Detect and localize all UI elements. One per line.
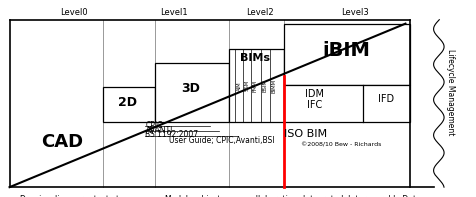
Text: CAD: CAD: [41, 133, 83, 151]
Text: Integrated, Interoperable Data: Integrated, Interoperable Data: [302, 195, 420, 197]
Text: 3D: 3D: [181, 82, 200, 95]
Text: User Guide; CPIC,Avanti,BSI: User Guide; CPIC,Avanti,BSI: [169, 136, 274, 145]
Text: ©2008/10 Bew - Richards: ©2008/10 Bew - Richards: [300, 142, 380, 147]
Text: CPIC: CPIC: [145, 121, 162, 130]
Text: Level3: Level3: [341, 8, 368, 17]
Text: 2D: 2D: [118, 96, 137, 109]
Text: collaboration: collaboration: [248, 195, 298, 197]
Text: Level1: Level1: [160, 8, 188, 17]
Bar: [155, 63, 228, 122]
Text: AIM: AIM: [236, 81, 241, 90]
Text: IDM
IFC: IDM IFC: [305, 89, 324, 110]
Bar: [102, 87, 155, 122]
Text: lines arcs text,etc: lines arcs text,etc: [55, 195, 123, 197]
Text: BIMs: BIMs: [240, 53, 269, 63]
Text: iBIM: iBIM: [321, 41, 369, 60]
Text: BS 1192:2007: BS 1192:2007: [145, 130, 198, 139]
Bar: [228, 49, 283, 122]
Text: IFD: IFD: [377, 95, 394, 104]
Text: Level0: Level0: [60, 8, 88, 17]
Text: Level2: Level2: [246, 8, 273, 17]
Text: FMM: FMM: [252, 80, 257, 92]
Text: BIMM: BIMM: [271, 79, 276, 93]
Text: Models, objects,: Models, objects,: [164, 195, 226, 197]
Text: ISO BIM: ISO BIM: [283, 129, 326, 139]
Text: SSM: SSM: [244, 80, 249, 91]
Bar: [283, 24, 409, 85]
Text: AVANTI: AVANTI: [145, 125, 172, 135]
Bar: [283, 85, 409, 122]
Text: BSIM: BSIM: [262, 79, 267, 92]
Text: Drawings,: Drawings,: [19, 195, 58, 197]
Text: Lifecycle Management: Lifecycle Management: [446, 49, 454, 136]
